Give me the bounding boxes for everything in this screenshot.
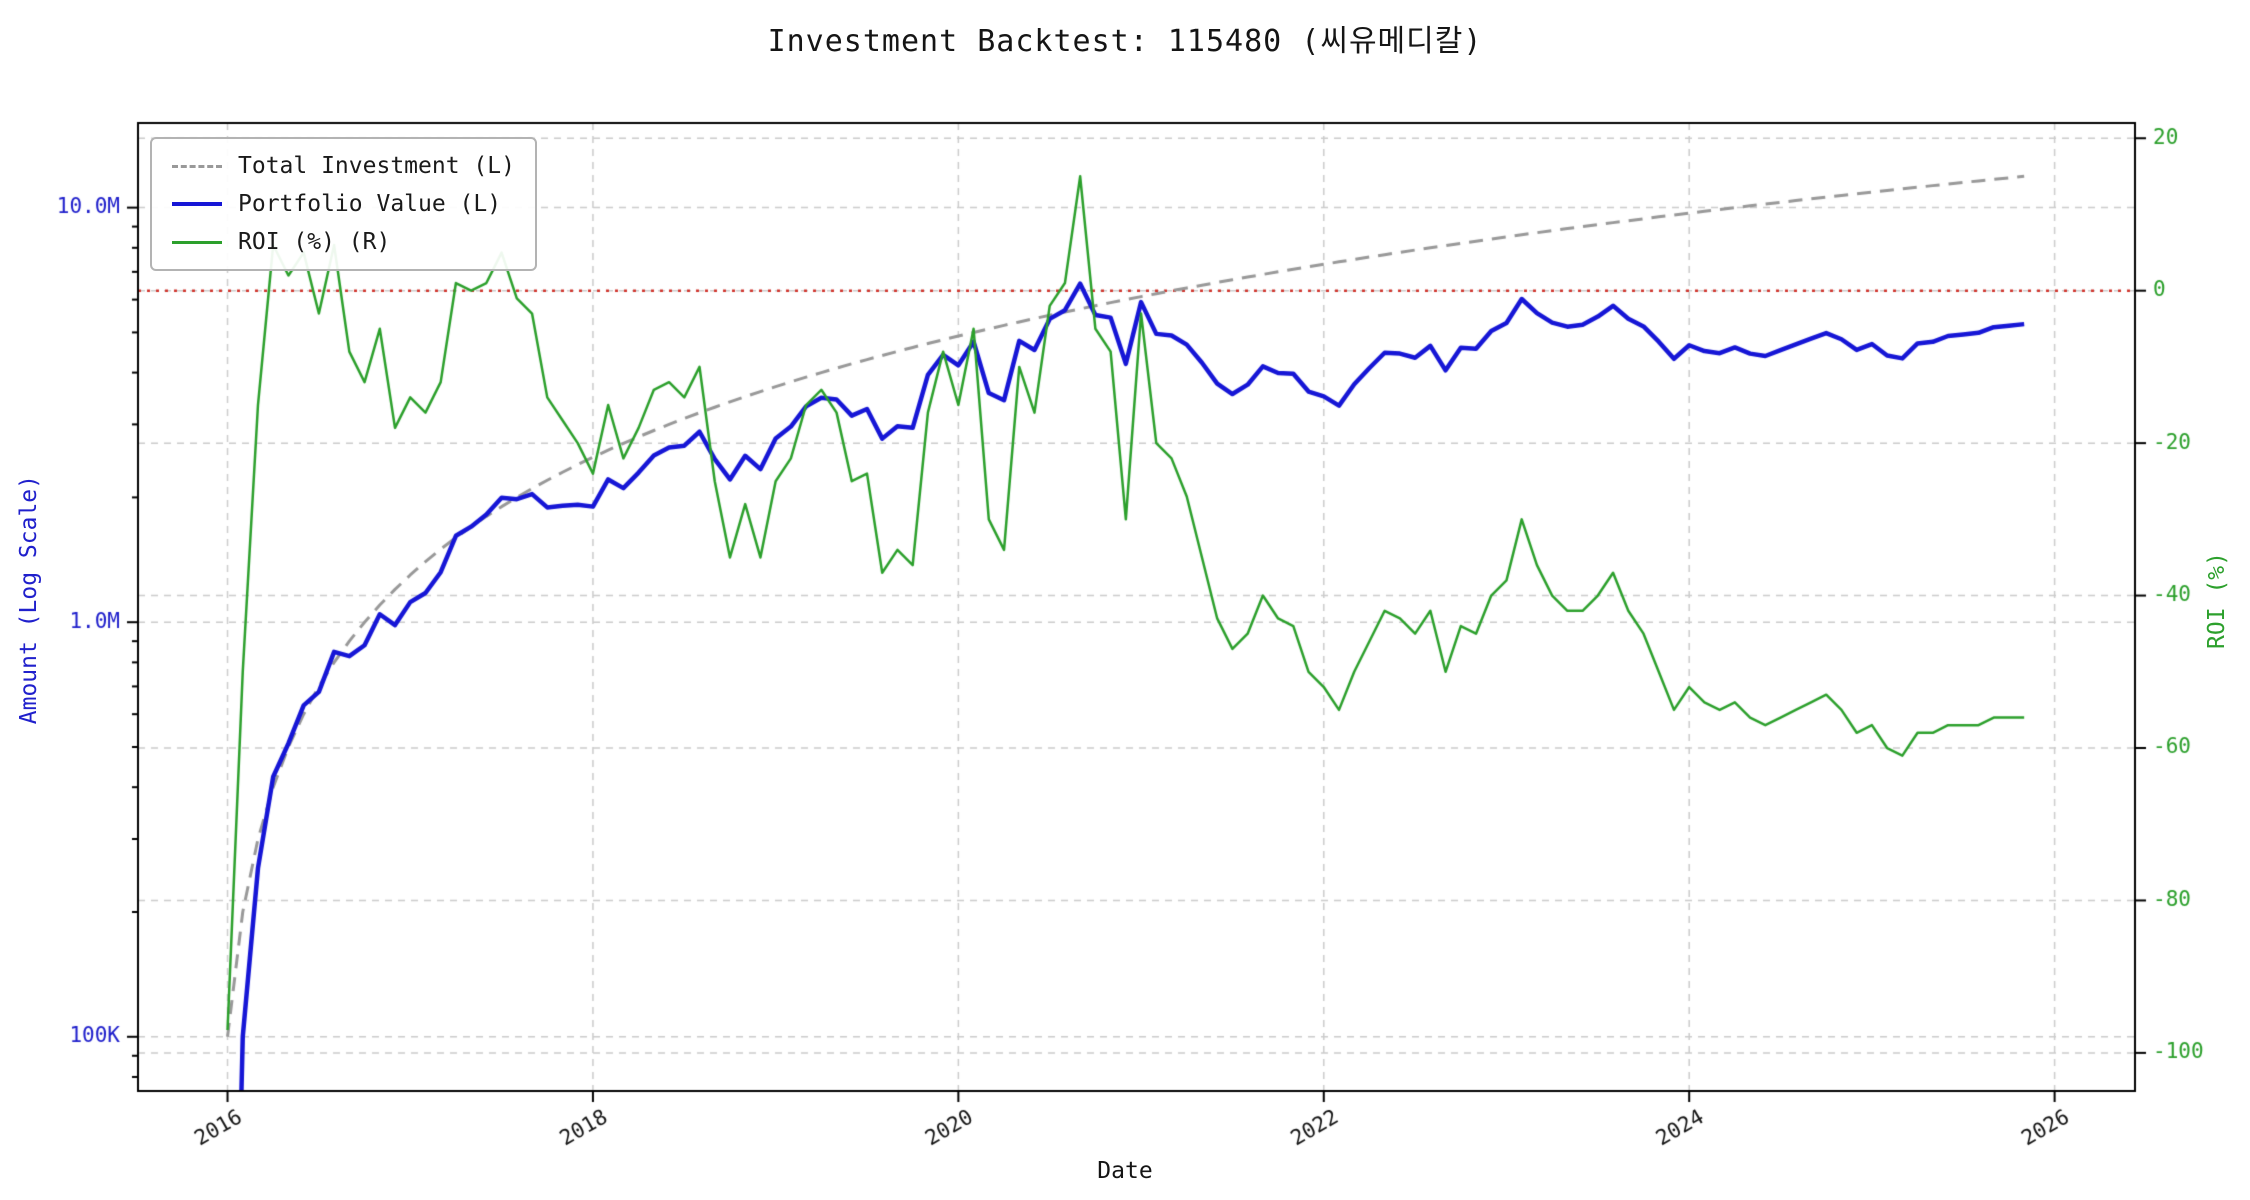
dashed-line-icon (172, 164, 222, 168)
legend-label: Portfolio Value (L) (238, 191, 502, 217)
right-axis-label-wrap: ROI (%) (2204, 0, 2230, 1200)
x-axis-label: Date (1097, 1158, 1153, 1184)
solid-line-icon (172, 240, 222, 244)
chart-title: Investment Backtest: 115480 (씨유메디칼) (767, 24, 1483, 59)
legend-item-roi: ROI (%) (R) (172, 229, 515, 255)
legend-label: ROI (%) (R) (238, 229, 391, 255)
legend-item-portfolio-value: Portfolio Value (L) (172, 191, 515, 217)
solid-line-icon (172, 202, 222, 206)
right-axis-label: ROI (%) (2204, 551, 2230, 649)
legend-item-total-investment: Total Investment (L) (172, 153, 515, 179)
left-axis-label-wrap: Amount (Log Scale) (16, 0, 42, 1200)
legend-label: Total Investment (L) (238, 153, 515, 179)
legend: Total Investment (L) Portfolio Value (L)… (150, 137, 537, 271)
left-axis-label: Amount (Log Scale) (16, 475, 42, 725)
